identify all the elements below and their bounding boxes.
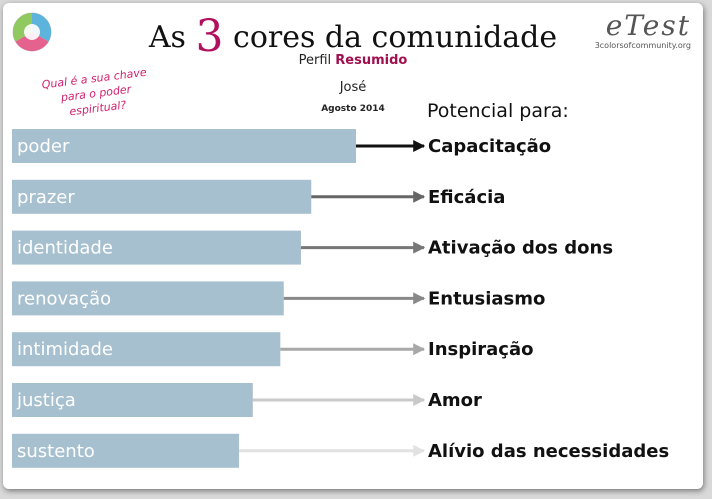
bar-label-1: prazer (17, 187, 75, 208)
bar-label-4: intimidade (17, 339, 113, 360)
profile-subtitle: Perfil Resumido (298, 53, 408, 68)
brand-url: 3colorsofcommunity.org (594, 41, 691, 50)
bar-4 (12, 332, 281, 367)
community-logo-icon (12, 12, 52, 52)
outcome-label-1: Eficácia (428, 187, 505, 208)
brand-name: eTest (605, 9, 691, 42)
bar-label-3: renovação (17, 288, 111, 309)
outcome-label-0: Capacitação (428, 136, 551, 157)
report-date: Agosto 2014 (321, 104, 385, 114)
person-name: José (339, 80, 367, 95)
bar-label-0: poder (17, 136, 70, 157)
bar-label-6: sustento (17, 441, 95, 462)
bar-label-5: justiça (16, 390, 76, 411)
outcome-label-5: Amor (428, 390, 482, 411)
bar-2 (12, 230, 301, 265)
bar-0 (12, 129, 356, 163)
outcome-label-4: Inspiração (428, 339, 534, 360)
outcome-label-2: Ativação dos dons (428, 238, 613, 259)
outcome-label-6: Alívio das necessidades (428, 441, 669, 462)
bar-1 (12, 179, 312, 214)
potential-label: Potencial para: (427, 100, 569, 122)
bar-label-2: identidade (17, 238, 113, 259)
outcome-label-3: Entusiasmo (428, 288, 545, 309)
brand: eTest 3colorsofcommunity.org (594, 9, 691, 51)
bar-6 (12, 433, 240, 468)
bar-5 (12, 383, 253, 417)
bar-3 (12, 281, 284, 316)
page-title: As 3 cores da comunidade (148, 11, 558, 62)
